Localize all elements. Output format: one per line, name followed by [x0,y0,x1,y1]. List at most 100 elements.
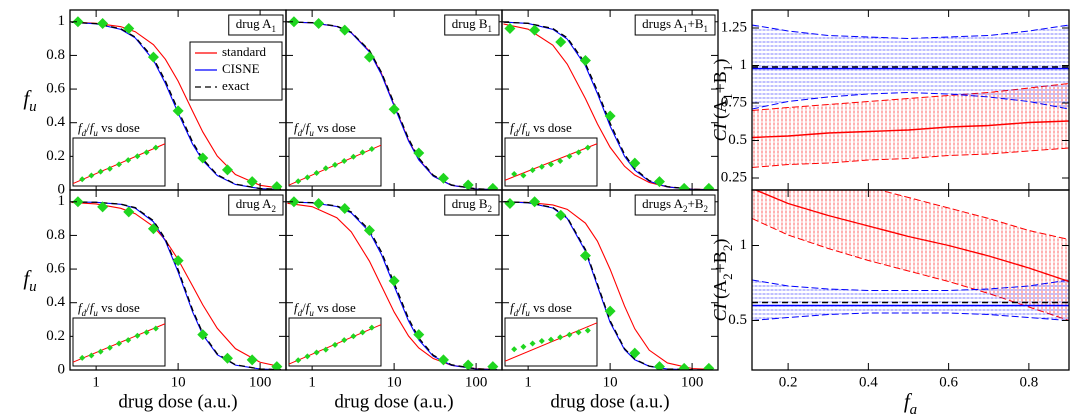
inset-title-part: u [525,308,530,318]
x-tick-label: 1 [524,374,532,390]
y-axis-label-part: 1 [720,93,735,100]
data-point [413,329,425,341]
inset-title-part: d [514,128,519,138]
data-point [339,203,351,215]
y-tick-label: 0.75 [721,94,747,110]
panel-label: drug A2 [236,196,276,214]
y-tick-label: 0.8 [46,47,65,63]
inset-point [88,172,95,179]
inset-point [125,337,132,344]
y-axis-label-part: 2 [720,245,735,252]
band-area [752,190,1069,321]
inset-point [511,171,518,177]
x-axis-label: drug dose (a.u.) [550,391,669,412]
panel-label-part: 1 [704,24,709,34]
y-axis-label-part: CI [710,302,730,321]
inset-title-part: vs dose [314,120,356,135]
panel-label-part: drugs A [642,196,683,211]
data-point [579,250,591,262]
inset-title-part: f [294,300,300,315]
data-point [462,179,474,190]
y-axis-label-part: 1 [720,65,735,72]
inset-point [341,337,348,344]
x-tick-label: 1 [92,374,100,390]
inset-title-part: d [82,308,87,318]
inset-point [529,340,536,347]
inset-point [557,158,564,165]
data-point [97,17,109,29]
inset-point [116,340,122,347]
panel-frame [751,189,1070,371]
legend-box [189,41,283,101]
inset-point [125,157,132,164]
panel-label-part: 2 [683,204,688,214]
panel-label-part: drug A [236,196,272,211]
inset-point [106,344,113,351]
data-point [604,110,616,122]
inset-title-part: u [93,128,98,138]
inset-point [359,149,366,156]
panel-label-part: drugs A [642,16,683,31]
label-box [444,14,500,36]
inset-title: fd/fu vs dose [294,300,356,318]
inset-point [116,161,122,168]
data-point [413,147,425,159]
inset-point [584,144,591,151]
x-tick-label: 10 [171,374,186,390]
y-axis-label-part: +B [710,71,730,93]
y-axis-label: CI (A2+B2) [710,239,735,322]
data-point [197,329,209,341]
data-point [504,197,516,209]
data-point [629,157,641,169]
x-tick-label: 10 [387,374,402,390]
band-upper [752,24,1069,40]
y-tick-label: 0.8 [46,227,65,243]
inset-point [341,158,348,165]
y-axis-label-part: u [29,99,37,115]
data-point [703,362,715,370]
panel-label-part: 1 [272,24,277,34]
y-axis-label-part: ) [710,59,731,65]
x-tick-label: 0.8 [1019,374,1038,390]
inset-point [304,353,311,360]
inset-point [79,354,86,361]
y-tick-label: 1 [58,193,66,209]
inset-point [134,332,141,339]
data-point [72,16,84,28]
inset-point [304,174,311,181]
data-point [123,206,135,218]
x-tick-label: 10 [603,374,618,390]
y-axis-label-part: f [23,266,32,290]
inset-point [520,172,527,179]
data-point [555,36,567,48]
inset-frame [504,137,598,187]
x-axis-label: fa [904,389,917,414]
band-area [752,280,1069,321]
data-point [172,255,184,267]
curve [287,201,498,370]
inset-title-part: f [90,120,96,135]
data-point [504,23,516,35]
x-axis-label-part: f [904,389,913,413]
label-box [444,194,500,216]
inset-point [538,163,545,170]
panel-label: drug A1 [236,16,276,34]
panel-label-part: 2 [272,204,277,214]
inset-title-part: f [294,120,300,135]
inset-point [359,329,366,336]
inset-title-part: f [306,120,312,135]
inset-point [88,352,95,359]
inset-point [538,338,545,345]
legend-label: CISNE [222,61,260,76]
panel-label: drugs A2+B2 [642,196,708,214]
data-point [487,182,499,190]
data-point [123,23,135,35]
inset-point [368,146,375,153]
line [753,190,1069,283]
data-point [147,51,159,63]
band-area [752,83,1069,168]
label-box [634,14,716,36]
inset-point [152,325,159,332]
